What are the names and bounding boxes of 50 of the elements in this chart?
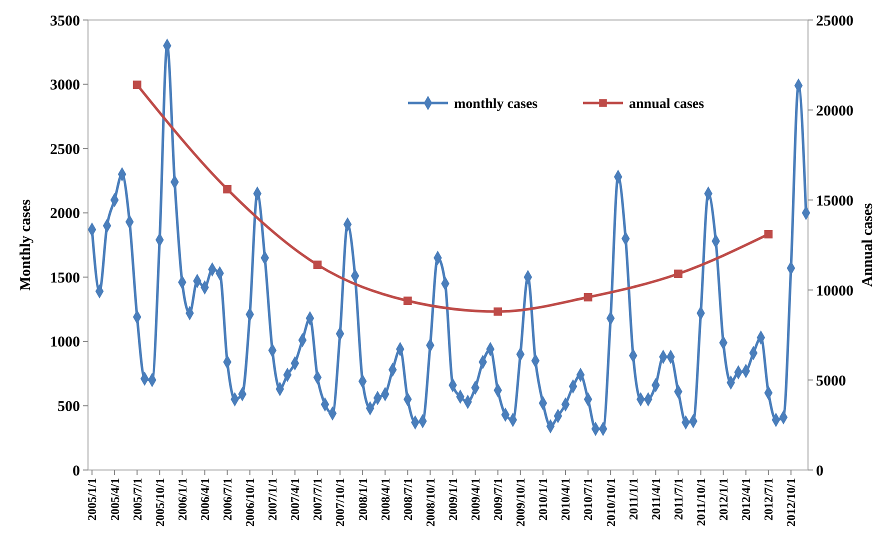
y-tick-label: 0 <box>72 463 80 480</box>
x-tick-label: 2012/4/1 <box>739 478 754 521</box>
x-tick-label: 2007/10/1 <box>333 478 348 527</box>
x-tick-label: 2011/4/1 <box>648 478 663 520</box>
y2-tick-label: 0 <box>816 463 824 480</box>
y-tick-label: 2500 <box>50 142 80 158</box>
x-tick-label: 2009/7/1 <box>491 478 506 521</box>
x-tick-label: 2008/10/1 <box>423 478 438 527</box>
x-tick-label: 2006/10/1 <box>243 478 258 527</box>
x-tick-label: 2007/4/1 <box>288 478 302 521</box>
x-tick-label: 2006/1/1 <box>175 478 190 521</box>
x-tick-label: 2005/4/1 <box>108 478 122 521</box>
y2-tick-label: 25000 <box>816 13 854 30</box>
y2-tick-label: 10000 <box>816 283 854 300</box>
x-tick-label: 2012/7/1 <box>762 478 776 521</box>
y-tick-label: 500 <box>58 398 80 415</box>
x-tick-label: 2011/10/1 <box>694 478 708 526</box>
y-tick-label: 3500 <box>50 13 80 30</box>
y-tick-label: 3000 <box>50 78 80 94</box>
x-tick-label: 2007/1/1 <box>266 478 280 521</box>
x-tick-label: 2011/7/1 <box>671 478 686 520</box>
legend-label: annual cases <box>629 96 705 112</box>
x-tick-label: 2011/1/1 <box>626 478 640 520</box>
x-tick-label: 2005/1/1 <box>85 478 100 521</box>
x-tick-label: 2005/10/1 <box>152 478 167 527</box>
y-tick-label: 1000 <box>50 334 80 351</box>
y-tick-label: 2000 <box>50 206 80 222</box>
x-tick-label: 2010/10/1 <box>604 478 618 527</box>
y2-tick-label: 20000 <box>816 103 854 120</box>
x-tick-label: 2008/7/1 <box>400 478 415 521</box>
x-tick-label: 2009/10/1 <box>514 478 528 527</box>
x-tick-label: 2006/4/1 <box>198 478 212 521</box>
x-tick-label: 2008/4/1 <box>378 478 392 521</box>
y-axis-title: Monthly cases <box>18 199 34 291</box>
legend-label: monthly cases <box>454 96 538 112</box>
y2-tick-label: 5000 <box>816 373 846 390</box>
x-tick-label: 2010/4/1 <box>558 478 573 521</box>
y-tick-label: 1500 <box>50 270 80 286</box>
x-tick-label: 2007/7/1 <box>310 478 325 521</box>
x-tick-label: 2006/7/1 <box>220 478 234 521</box>
x-tick-label: 2010/7/1 <box>581 478 596 521</box>
x-tick-label: 2008/1/1 <box>356 478 370 521</box>
x-tick-label: 2005/7/1 <box>130 478 144 521</box>
x-tick-label: 2009/1/1 <box>446 478 460 521</box>
y2-axis-title: Annual cases <box>860 202 876 287</box>
x-tick-label: 2009/4/1 <box>468 478 483 521</box>
y2-tick-label: 15000 <box>816 193 854 210</box>
x-tick-label: 2012/1/1 <box>716 478 731 521</box>
x-tick-label: 2010/1/1 <box>536 478 550 521</box>
x-tick-label: 2012/10/1 <box>784 478 798 527</box>
